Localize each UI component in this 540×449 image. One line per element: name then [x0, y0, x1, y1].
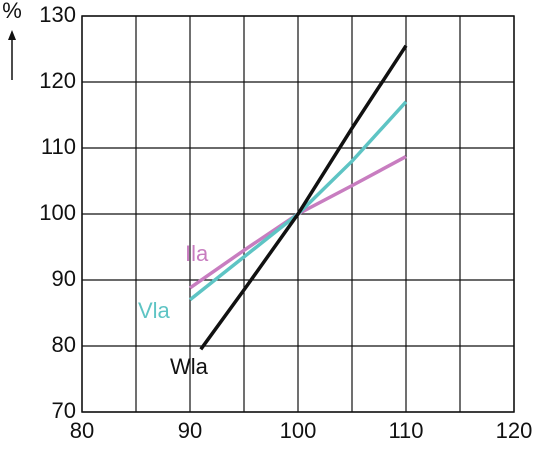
x-tick-label: 100 — [280, 418, 317, 443]
y-tick-label: 130 — [39, 2, 76, 27]
y-tick-label: 100 — [39, 200, 76, 225]
y-tick-label: 110 — [41, 134, 76, 159]
y-axis-label: % — [2, 0, 22, 23]
plot-frame — [81, 15, 515, 413]
series-label: Wla — [170, 354, 209, 379]
x-tick-label: 110 — [388, 418, 423, 443]
y-tick-label: 70 — [52, 398, 76, 423]
y-tick-label: 80 — [52, 332, 76, 357]
y-tick-label: 120 — [39, 68, 76, 93]
x-tick-label: 90 — [178, 418, 202, 443]
x-tick-label: 120 — [496, 418, 533, 443]
x-tick-label: 80 — [70, 418, 94, 443]
series-label: Ila — [185, 241, 209, 266]
y-arrow-head — [8, 30, 16, 40]
series-line — [199, 44, 408, 351]
series-label: Vla — [138, 298, 171, 323]
y-tick-label: 90 — [52, 266, 76, 291]
